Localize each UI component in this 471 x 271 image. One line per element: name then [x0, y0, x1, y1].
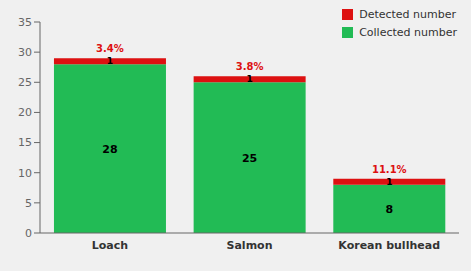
svg-text:Salmon: Salmon: [227, 239, 273, 252]
svg-text:3.8%: 3.8%: [236, 61, 264, 72]
svg-text:0: 0: [25, 227, 32, 240]
svg-text:3.4%: 3.4%: [96, 43, 124, 54]
svg-text:11.1%: 11.1%: [372, 164, 407, 175]
svg-text:1: 1: [247, 74, 253, 84]
svg-text:25: 25: [18, 76, 32, 89]
svg-text:Korean bullhead: Korean bullhead: [338, 239, 440, 252]
svg-text:1: 1: [386, 177, 392, 187]
svg-text:15: 15: [18, 136, 32, 149]
svg-text:30: 30: [18, 46, 32, 59]
svg-text:5: 5: [25, 197, 32, 210]
svg-text:20: 20: [18, 106, 32, 119]
svg-text:10: 10: [18, 167, 32, 180]
svg-text:35: 35: [18, 16, 32, 29]
svg-text:28: 28: [102, 143, 117, 156]
html-text:Collected number: Collected number: [359, 26, 457, 39]
svg-text:1: 1: [107, 56, 113, 66]
svg-text:8: 8: [385, 203, 393, 216]
svg-text:Loach: Loach: [92, 239, 128, 252]
svg-text:25: 25: [242, 152, 257, 165]
html-text:Detected number: Detected number: [359, 8, 456, 21]
